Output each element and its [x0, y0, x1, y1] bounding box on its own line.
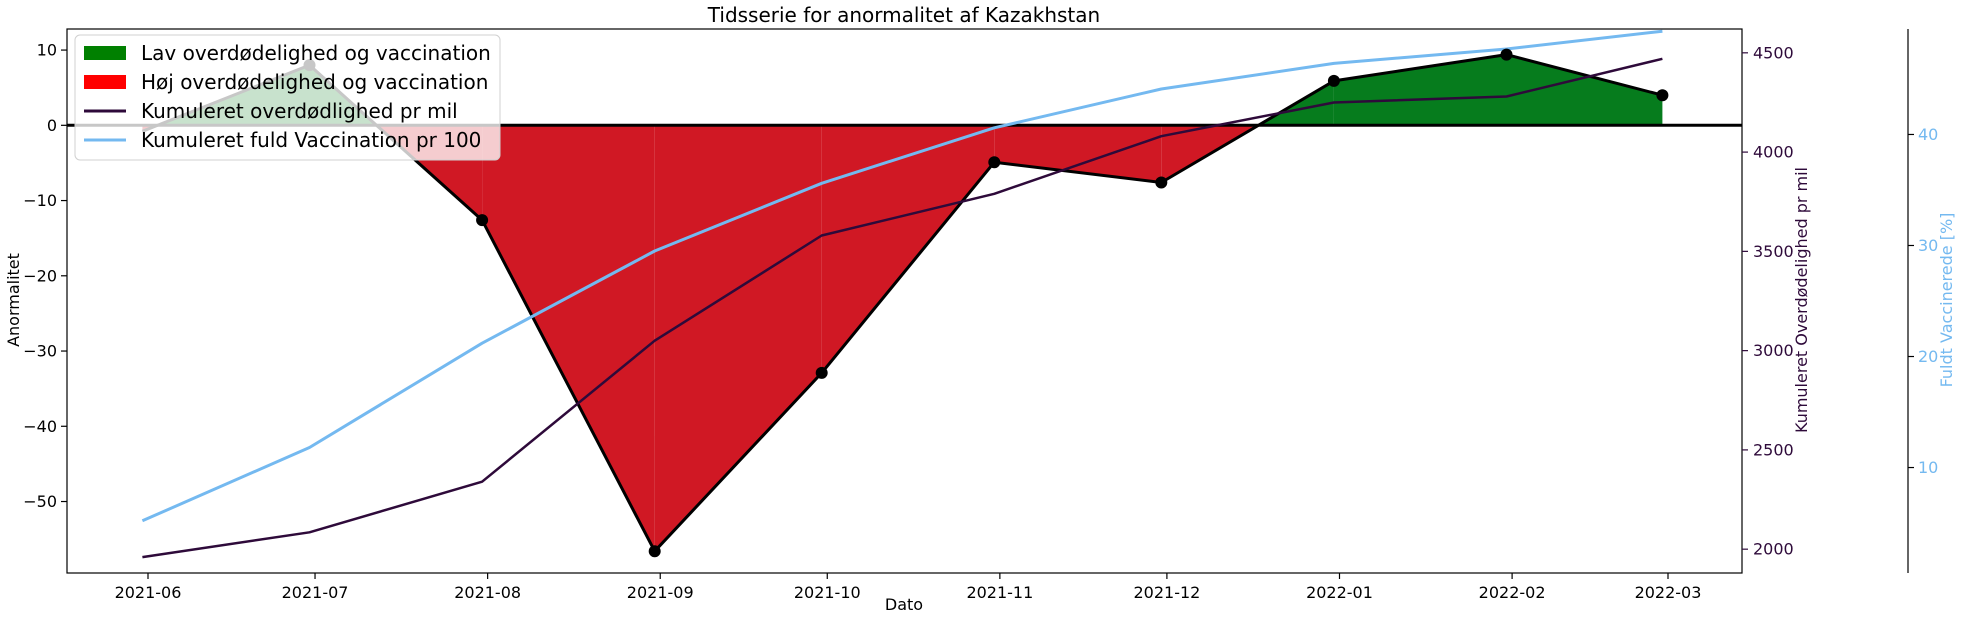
plot-frame: [66, 28, 1743, 574]
negative-fill-segment-5-0: [994, 125, 1162, 183]
chart-title: Tidsserie for anormalitet af Kazakhstan: [707, 3, 1100, 27]
anomaly-point-4: [815, 366, 828, 379]
anomaly-point-9: [1656, 89, 1669, 102]
anomaly-point-6: [1155, 176, 1168, 189]
y-axis-ticks: 10 0 −10 −20 −30 −40 −50: [23, 41, 67, 511]
x-tick-label-1: 2021-07: [282, 583, 349, 602]
y2-axis-ticks: 4500 4000 3500 3000 2500 2000: [1742, 43, 1794, 559]
y-tick-label-2: −10: [23, 191, 57, 210]
anomaly-fills: [142, 54, 1663, 552]
y-tick-label-6: −50: [23, 492, 57, 511]
anomaly-point-3: [648, 545, 661, 558]
legend-label-0: Lav overdødelighed og vaccination: [141, 41, 491, 65]
x-tick-label-9: 2022-03: [1635, 583, 1702, 602]
anomaly-point-7: [1327, 74, 1340, 87]
vaccination-line: [141, 29, 1663, 523]
y3-tick-label-2: 20: [1918, 347, 1938, 366]
y2-tick-label-0: 4500: [1753, 43, 1794, 62]
x-tick-label-7: 2022-01: [1306, 583, 1373, 602]
y2-tick-label-5: 2000: [1753, 540, 1794, 559]
legend-box: [74, 34, 501, 161]
positive-fill-segment-8-0: [1506, 54, 1663, 126]
y2-tick-label-1: 4000: [1753, 143, 1794, 162]
x-axis-label: Dato: [885, 595, 923, 614]
y2-tick-label-4: 2500: [1753, 440, 1794, 459]
anomaly-point-5: [988, 156, 1001, 169]
negative-fill-segment-3-0: [654, 125, 822, 552]
anomaly-point-8: [1500, 48, 1513, 61]
y3-axis-ticks: 40 30 20 10: [1908, 125, 1938, 477]
x-tick-label-3: 2021-09: [627, 583, 694, 602]
legend-label-1: Høj overdødelighed og vaccination: [141, 70, 488, 94]
positive-fill-segment-7-0: [1333, 54, 1507, 126]
x-tick-label-4: 2021-10: [794, 583, 861, 602]
y-tick-label-4: −30: [23, 342, 57, 361]
x-tick-label-5: 2021-11: [966, 583, 1033, 602]
x-tick-label-8: 2022-02: [1479, 583, 1546, 602]
legend-label-2: Kumuleret overdødlighed pr mil: [141, 99, 458, 123]
mortality-line: [142, 57, 1663, 559]
x-tick-label-2: 2021-08: [454, 583, 521, 602]
legend-label-3: Kumuleret fuld Vaccination pr 100: [141, 128, 481, 152]
anomaly-point-2: [476, 214, 489, 227]
x-tick-label-0: 2021-06: [115, 583, 182, 602]
y-axis-label: Anormalitet: [4, 253, 23, 347]
y-tick-label-3: −20: [23, 266, 57, 285]
y3-tick-label-1: 30: [1918, 236, 1938, 255]
negative-fill-segment-4-0: [821, 125, 995, 373]
axes: [66, 28, 1909, 574]
legend: Lav overdødelighed og vaccination Høj ove…: [74, 34, 501, 161]
negative-fill-segment-2-0: [482, 125, 655, 552]
y3-axis-label: Fuldt Vaccinerede [%]: [1937, 213, 1956, 388]
legend-swatch-0: [84, 46, 126, 60]
legend-swatch-1: [84, 75, 126, 89]
y2-tick-label-3: 3000: [1753, 341, 1794, 360]
y-tick-label-1: 0: [47, 116, 57, 135]
y2-tick-label-2: 3500: [1753, 242, 1794, 261]
y2-axis-label: Kumuleret Overdødelighed pr mil: [1792, 167, 1811, 433]
y-tick-label-0: 10: [37, 41, 57, 60]
x-axis-ticks: 2021-06 2021-07 2021-08 2021-09 2021-10 2021-…: [115, 573, 1702, 602]
x-tick-label-6: 2021-12: [1133, 583, 1200, 602]
y-tick-label-5: −40: [23, 417, 57, 436]
y3-tick-label-3: 10: [1918, 458, 1938, 477]
y3-tick-label-0: 40: [1918, 125, 1938, 144]
